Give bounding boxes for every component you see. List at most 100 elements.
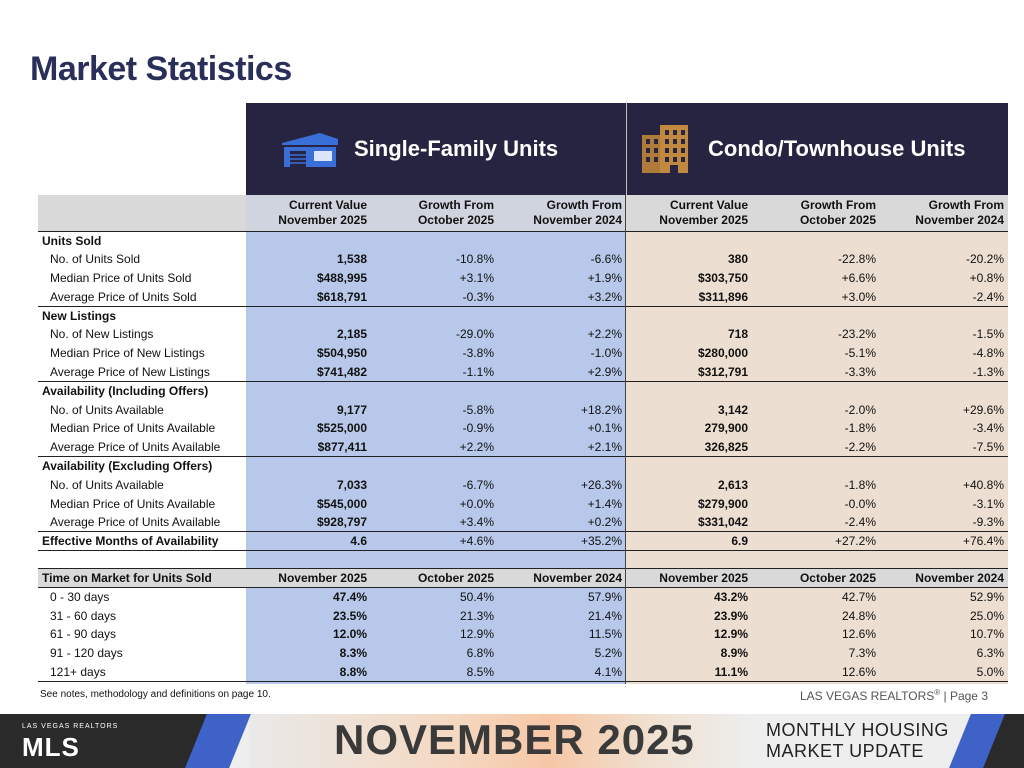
house-icon: [282, 133, 338, 167]
report-subtitle-line1: MONTHLY HOUSING: [766, 720, 949, 740]
value-cell: -2.2%: [752, 437, 880, 458]
row-label: No. of Units Available: [50, 402, 164, 417]
value-cell: -1.0%: [590, 346, 622, 361]
value-cell: 11.5%: [588, 627, 622, 642]
value-cell: -10.8%: [455, 252, 494, 267]
row-label: Average Price of New Listings: [38, 362, 246, 382]
value-cell: 9,177: [336, 402, 367, 417]
column-header: November 2024: [880, 568, 1008, 588]
value-cell: 47.4%: [332, 589, 367, 604]
value-cell: -5.1%: [844, 346, 876, 361]
column-header: October 2025: [371, 568, 498, 588]
registered-mark: ®: [934, 688, 941, 697]
column-header: October 2025: [752, 568, 880, 588]
table-row: 121+ days 8.8% 8.5% 4.1% 11.1% 12.6% 5.0%: [38, 662, 1008, 682]
value-cell: 12.9%: [459, 627, 494, 642]
value-cell: -7.5%: [880, 437, 1008, 458]
value-cell: 52.9%: [969, 589, 1004, 604]
empty-cell: [498, 231, 626, 250]
section-title: New Listings: [38, 305, 246, 325]
table-row: 0 - 30 days 47.4% 50.4% 57.9% 43.2% 42.7% 52.9…: [38, 587, 1008, 606]
row-label: No. of Units Available: [50, 477, 164, 492]
value-cell: $279,900: [697, 496, 748, 511]
value-cell: 23.5%: [332, 608, 367, 623]
row-label: 61 - 90 days: [50, 627, 117, 642]
value-cell: -5.8%: [462, 402, 494, 417]
band-divider: [626, 103, 627, 195]
row-label: 31 - 60 days: [50, 608, 117, 623]
empty-cell: [371, 457, 498, 476]
building-icon: [642, 125, 688, 173]
value-cell: -22.8%: [837, 252, 876, 267]
spacer-row: [38, 551, 1008, 569]
value-cell: -2.4%: [880, 287, 1008, 307]
time-on-market-title: Time on Market for Units Sold: [38, 568, 246, 588]
empty-cell: [498, 457, 626, 476]
value-cell: 326,825: [626, 437, 752, 458]
header-band: Single-Family Units Condo/Townhouse Unit…: [246, 103, 1008, 195]
value-cell: 10.7%: [969, 627, 1004, 642]
page-title: Market Statistics: [30, 50, 292, 88]
value-cell: +4.6%: [371, 531, 498, 552]
row-label: Average Price of Units Available: [38, 437, 246, 458]
value-cell: $525,000: [316, 421, 367, 436]
report-subtitle-line2: MARKET UPDATE: [766, 741, 924, 761]
value-cell: $545,000: [316, 496, 367, 511]
market-stats-table: Current Value November 2025 Growth From Oct…: [38, 195, 1008, 682]
value-cell: $331,042: [626, 512, 752, 533]
empty-cell: [498, 381, 626, 400]
value-cell: +27.2%: [752, 531, 880, 552]
column-header-line1: Growth From: [546, 197, 622, 212]
value-cell: +3.2%: [498, 287, 626, 307]
condo-header: Condo/Townhouse Units: [638, 103, 965, 195]
spacer-cell: [498, 551, 626, 569]
value-cell: 12.9%: [713, 627, 748, 642]
table-row: Median Price of Units Available $525,000 -…: [38, 419, 1008, 438]
value-cell: $303,750: [697, 270, 748, 285]
single-family-column-bg: [246, 231, 626, 684]
column-header: Current Value November 2025: [626, 195, 752, 232]
page-brand: LAS VEGAS REALTORS: [799, 689, 935, 703]
logo-tagline: LAS VEGAS REALTORS: [22, 723, 119, 730]
empty-cell: [880, 381, 1008, 400]
single-family-title: Single-Family Units: [354, 136, 559, 161]
row-label: Median Price of Units Available: [50, 421, 216, 436]
value-cell: -3.3%: [752, 362, 880, 382]
section-title: Availability (Including Offers): [38, 380, 246, 401]
table-row: Average Price of Units Sold $618,791 -0.3%…: [38, 287, 1008, 307]
row-label: Average Price of Units Sold: [38, 287, 246, 307]
column-header: Growth From October 2025: [371, 195, 498, 232]
empty-cell: [752, 231, 880, 250]
value-cell: -1.8%: [844, 477, 876, 492]
mls-logo: LAS VEGAS REALTORS MLS: [0, 714, 172, 768]
value-cell: +18.2%: [580, 402, 622, 417]
value-cell: 12.6%: [841, 627, 876, 642]
value-cell: 8.9%: [720, 646, 748, 661]
value-cell: -0.9%: [462, 421, 494, 436]
value-cell: +1.4%: [587, 496, 622, 511]
row-label: Median Price of Units Available: [50, 496, 216, 511]
column-divider: [625, 195, 626, 684]
table-row: Median Price of Units Available $545,000 +…: [38, 494, 1008, 513]
value-cell: +0.0%: [459, 496, 494, 511]
value-cell: $504,950: [316, 346, 367, 361]
value-cell: 12.0%: [332, 627, 367, 642]
value-cell: 6.8%: [466, 646, 494, 661]
empty-cell: [752, 457, 880, 476]
empty-cell: [498, 306, 626, 325]
value-cell: -1.8%: [844, 421, 876, 436]
value-cell: -3.1%: [972, 496, 1004, 511]
value-cell: 718: [727, 327, 748, 342]
value-cell: 8.3%: [339, 646, 367, 661]
empty-cell: [246, 457, 371, 476]
value-cell: +2.1%: [498, 437, 626, 458]
column-header: Growth From October 2025: [752, 195, 880, 232]
column-header: November 2025: [626, 568, 752, 588]
column-header-line1: Current Value: [288, 197, 367, 212]
value-cell: 25.0%: [969, 608, 1004, 623]
condo-column-bg: [626, 231, 1008, 684]
value-cell: 8.8%: [246, 662, 371, 682]
value-cell: 6.9: [626, 531, 752, 552]
table-row: No. of Units Available 9,177 -5.8% +18.2% 3,…: [38, 400, 1008, 419]
value-cell: +26.3%: [580, 477, 622, 492]
